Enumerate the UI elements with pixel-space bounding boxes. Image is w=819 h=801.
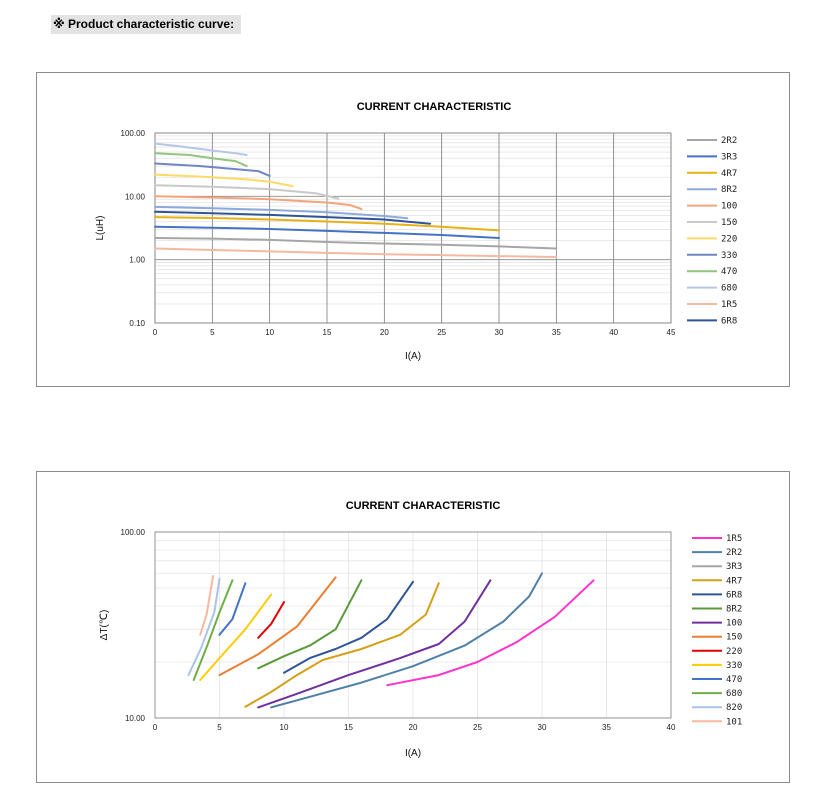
series-line-6r8 xyxy=(154,210,432,225)
plot-area xyxy=(154,531,672,719)
x-tick-label: 30 xyxy=(495,328,504,337)
series-line-470 xyxy=(154,152,248,168)
x-tick-label: 0 xyxy=(153,723,158,732)
legend-label-2r2: 2R2 xyxy=(726,548,742,558)
legend-label-8r2: 8R2 xyxy=(721,185,737,195)
series-line-680 xyxy=(192,579,234,681)
x-tick-label: 15 xyxy=(323,328,332,337)
legend-label-3r3: 3R3 xyxy=(726,562,742,572)
chart-title: CURRENT CHARACTERISTIC xyxy=(357,101,512,113)
series-line-680 xyxy=(154,142,248,156)
legend-label-1r5: 1R5 xyxy=(721,300,737,310)
legend-label-150: 150 xyxy=(726,633,742,643)
y-tick-label: 0.10 xyxy=(129,319,145,328)
x-axis-label: I(A) xyxy=(405,748,421,759)
y-axis-label: ΔT(℃) xyxy=(99,610,110,641)
x-tick-label: 45 xyxy=(667,328,676,337)
plot-area xyxy=(154,132,672,324)
x-tick-label: 5 xyxy=(217,723,222,732)
series-line-470 xyxy=(218,582,247,636)
y-tick-label: 100.00 xyxy=(121,129,146,138)
series-line-6r8 xyxy=(283,580,414,674)
series-line-100 xyxy=(257,579,492,709)
series-line-220 xyxy=(257,601,285,639)
x-tick-label: 40 xyxy=(667,723,676,732)
legend-label-6r8: 6R8 xyxy=(721,316,737,326)
series-line-150 xyxy=(154,184,340,200)
x-tick-label: 10 xyxy=(280,723,289,732)
series-line-4r7 xyxy=(244,582,440,708)
legend-label-220: 220 xyxy=(726,647,742,657)
legend-label-2r2: 2R2 xyxy=(721,136,737,146)
series-line-820 xyxy=(187,577,221,677)
legend-label-680: 680 xyxy=(726,689,742,699)
series-line-2r2 xyxy=(270,572,543,709)
series-line-4r7 xyxy=(154,216,500,232)
legend-label-470: 470 xyxy=(721,267,737,277)
legend-label-6r8: 6R8 xyxy=(726,590,742,600)
section-heading-label: ※ Product characteristic curve: xyxy=(53,17,235,31)
y-tick-label: 1.00 xyxy=(129,256,145,265)
series-line-8r2 xyxy=(154,205,409,220)
temperature-rise-chart: CURRENT CHARACTERISTIC 0 5 10 15 20 25 30 35 40 10… xyxy=(99,500,742,759)
legend-label-470: 470 xyxy=(726,675,742,685)
legend-label-820: 820 xyxy=(726,703,742,713)
x-tick-label: 30 xyxy=(538,723,547,732)
legend-label-330: 330 xyxy=(721,251,737,261)
series-line-8r2 xyxy=(257,579,363,670)
series-line-220 xyxy=(154,173,294,188)
x-tick-label: 35 xyxy=(552,328,561,337)
series-line-100 xyxy=(154,195,363,210)
series-line-101 xyxy=(199,575,215,636)
legend-label-150: 150 xyxy=(721,218,737,228)
x-tick-label: 0 xyxy=(153,328,158,337)
x-tick-label: 10 xyxy=(265,328,274,337)
legend-label-330: 330 xyxy=(726,661,742,671)
y-axis-label: L(uH) xyxy=(95,215,106,240)
x-tick-label: 15 xyxy=(344,723,353,732)
y-tick-label: 10.00 xyxy=(125,192,146,201)
legend-label-680: 680 xyxy=(721,284,737,294)
inductance-chart: CURRENT CHARACTERISTIC 0 5 10 15 20 25 30 35 40 45… xyxy=(95,101,737,362)
chart-title: CURRENT CHARACTERISTIC xyxy=(346,500,501,512)
legend-label-3r3: 3R3 xyxy=(721,152,737,162)
series-line-1r5 xyxy=(386,579,595,687)
x-tick-label: 35 xyxy=(602,723,611,732)
legend-label-8r2: 8R2 xyxy=(726,605,742,615)
section-heading: ※ Product characteristic curve: xyxy=(51,15,241,34)
x-tick-label: 40 xyxy=(609,328,618,337)
x-tick-label: 25 xyxy=(437,328,446,337)
series-line-330 xyxy=(154,162,271,177)
x-tick-label: 20 xyxy=(380,328,389,337)
legend-label-4r7: 4R7 xyxy=(726,576,742,586)
legend-label-101: 101 xyxy=(726,717,742,727)
series-line-1r5 xyxy=(154,247,558,258)
legend-label-1r5: 1R5 xyxy=(726,534,742,544)
legend-label-100: 100 xyxy=(726,619,742,629)
chart-frame-temperature: CURRENT CHARACTERISTIC 0 5 10 15 20 25 30 35 40 10… xyxy=(36,471,790,783)
series-line-3r3 xyxy=(154,225,500,239)
legend-label-100: 100 xyxy=(721,202,737,212)
series-line-150 xyxy=(218,576,337,677)
x-tick-label: 20 xyxy=(409,723,418,732)
series-line-330 xyxy=(199,593,273,681)
x-tick-label: 5 xyxy=(210,328,215,337)
series-line-2r2 xyxy=(154,237,558,250)
x-tick-label: 25 xyxy=(473,723,482,732)
legend-label-4r7: 4R7 xyxy=(721,169,737,179)
chart-frame-inductance: CURRENT CHARACTERISTIC 0 5 10 15 20 25 30 35 40 45… xyxy=(36,72,790,387)
legend-label-220: 220 xyxy=(721,234,737,244)
y-tick-label: 10.00 xyxy=(125,714,146,723)
y-tick-label: 100.00 xyxy=(121,528,146,537)
x-axis-label: I(A) xyxy=(405,351,421,362)
